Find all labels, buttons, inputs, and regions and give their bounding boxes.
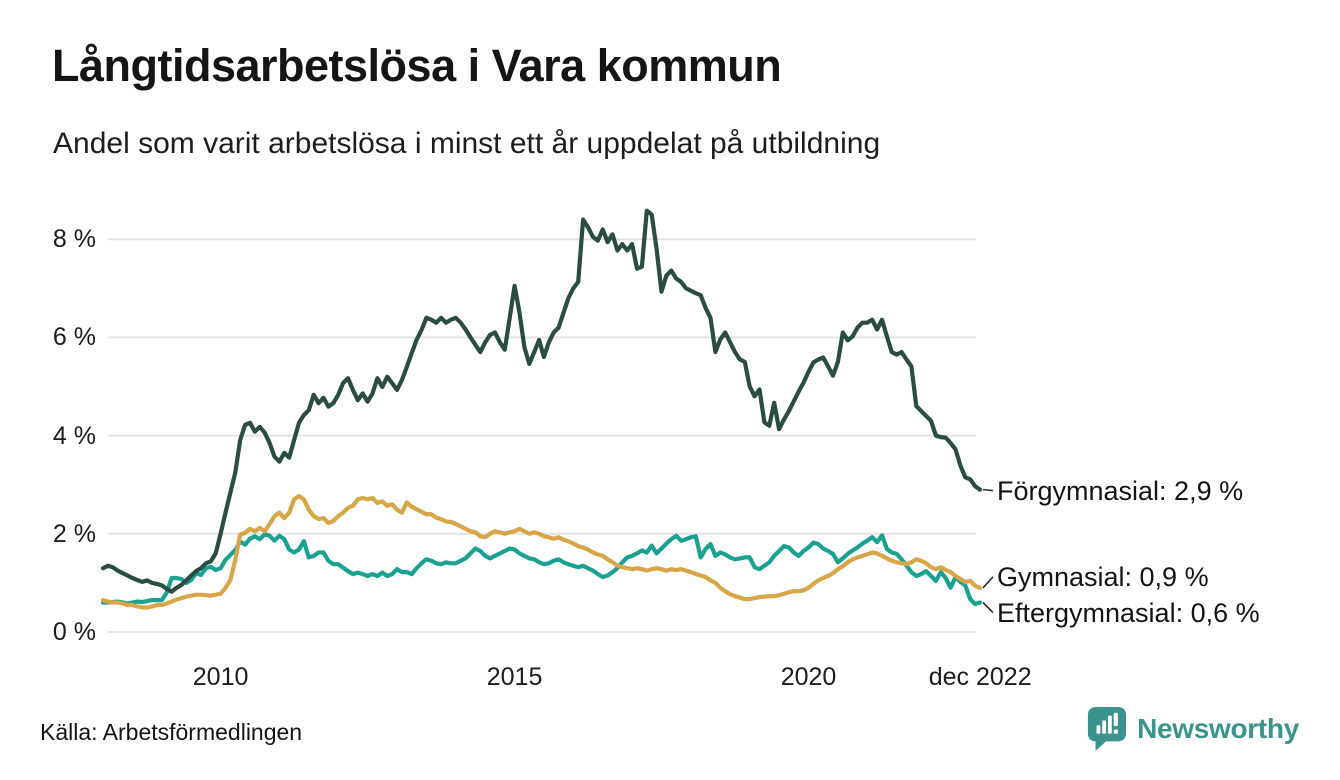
y-tick-2: 2 % bbox=[52, 519, 96, 548]
y-tick-4: 4 % bbox=[52, 421, 96, 450]
page-title: Långtidsarbetslösa i Vara kommun bbox=[52, 40, 782, 91]
series-label-gymnasial: Gymnasial: 0,9 % bbox=[997, 561, 1209, 592]
x-tick-2015: 2015 bbox=[486, 663, 543, 691]
newsworthy-icon bbox=[1087, 707, 1127, 751]
label-connector-gymnasial bbox=[982, 576, 994, 589]
newsworthy-logo: Newsworthy bbox=[1086, 705, 1299, 752]
line-gymnasial bbox=[100, 493, 983, 610]
source-note: Källa: Arbetsförmedlingen bbox=[40, 719, 303, 745]
newsworthy-icon-bar-small bbox=[1096, 725, 1101, 734]
x-tick-2010: 2010 bbox=[192, 663, 249, 691]
line-eftergymnasial bbox=[100, 532, 983, 607]
line-förgymnasial bbox=[100, 208, 983, 594]
newsworthy-icon-bar-large bbox=[1108, 715, 1112, 734]
newsworthy-icon-exclamation-dot bbox=[1113, 729, 1118, 734]
series-label-eftergymnasial: Eftergymnasial: 0,6 % bbox=[997, 597, 1260, 628]
newsworthy-wordmark: Newsworthy bbox=[1137, 712, 1299, 744]
newsworthy-icon-bar-medium bbox=[1102, 720, 1107, 734]
y-tick-6: 6 % bbox=[52, 323, 96, 352]
y-tick-8: 8 % bbox=[52, 225, 96, 254]
series-label-förgymnasial: Förgymnasial: 2,9 % bbox=[997, 475, 1244, 506]
newsworthy-icon-bubble bbox=[1087, 707, 1127, 751]
label-connector-förgymnasial bbox=[982, 488, 994, 492]
y-tick-0: 0 % bbox=[52, 618, 96, 646]
x-tick-2020: 2020 bbox=[780, 663, 837, 691]
x-tick-dec-2022: dec 2022 bbox=[928, 663, 1032, 691]
label-connector-eftergymnasial bbox=[982, 601, 994, 614]
newsworthy-icon-exclamation-bar bbox=[1113, 712, 1118, 727]
chart-subtitle: Andel som varit arbetslösa i minst ett å… bbox=[53, 127, 881, 160]
